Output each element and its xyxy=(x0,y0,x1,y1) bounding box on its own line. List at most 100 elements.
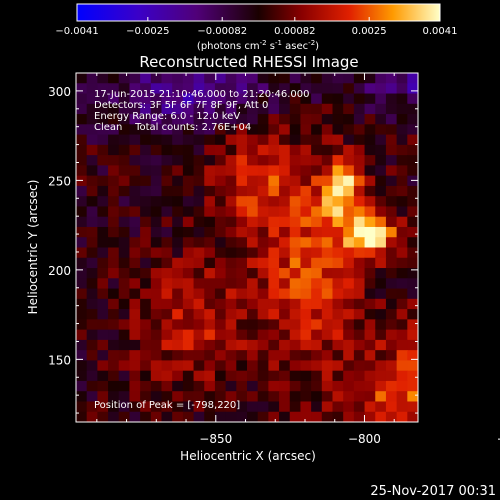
heatmap-cell xyxy=(86,268,98,279)
heatmap-cell xyxy=(204,257,216,269)
heatmap-cell xyxy=(236,278,248,290)
heatmap-cell xyxy=(268,134,280,146)
heatmap-cell xyxy=(257,350,269,362)
heatmap-cell xyxy=(353,206,366,218)
heatmap-cell xyxy=(86,175,98,187)
heatmap-cell xyxy=(385,350,398,362)
heatmap-cell xyxy=(118,298,131,310)
heatmap-cell xyxy=(407,237,418,249)
heatmap-cell xyxy=(247,206,259,218)
heatmap-cell xyxy=(161,155,173,166)
heatmap-cell xyxy=(343,114,355,125)
heatmap-cell xyxy=(172,411,184,422)
heatmap-cell xyxy=(321,114,334,125)
heatmap-cell xyxy=(343,124,355,136)
heatmap-cell xyxy=(182,237,195,249)
heatmap-cell xyxy=(129,165,141,177)
colorbar-ticks: −0.0041 −0.0025 −0.00082 0.00082 0.0025 0.004… xyxy=(55,17,458,37)
heatmap-cell xyxy=(118,83,131,95)
heatmap-cell xyxy=(182,144,195,156)
heatmap-cell xyxy=(172,268,184,279)
heatmap-cell xyxy=(279,278,291,290)
heatmap-cell xyxy=(76,206,88,218)
heatmap-cell xyxy=(300,370,312,382)
heatmap-cell xyxy=(247,257,259,269)
heatmap-cell xyxy=(129,144,141,156)
heatmap-cell xyxy=(161,216,173,228)
heatmap-cell xyxy=(407,298,418,310)
heatmap-cell xyxy=(247,298,259,310)
heatmap-cell xyxy=(204,329,216,341)
heatmap-cell xyxy=(97,114,109,125)
heatmap-cell xyxy=(247,237,259,249)
heatmap-cell xyxy=(76,134,88,146)
heatmap-cell xyxy=(332,268,344,279)
heatmap-cell xyxy=(385,309,398,320)
heatmap-cell xyxy=(225,247,237,259)
heatmap-cell xyxy=(76,93,88,105)
chart-title: Reconstructed RHESSI Image xyxy=(139,53,358,71)
heatmap-cell xyxy=(353,196,366,208)
heatmap-cell xyxy=(364,73,376,84)
heatmap-cell xyxy=(300,226,312,238)
heatmap-cell xyxy=(321,350,334,362)
heatmap-cell xyxy=(332,237,344,249)
heatmap-cell xyxy=(172,350,184,362)
heatmap-cell xyxy=(97,73,109,84)
heatmap-cell xyxy=(268,196,280,208)
heatmap-cell xyxy=(214,114,227,125)
heatmap-cell xyxy=(193,83,205,95)
heatmap-cell xyxy=(332,93,344,105)
heatmap-cell xyxy=(108,309,120,320)
heatmap-cell xyxy=(193,144,205,156)
heatmap-cell xyxy=(300,237,312,249)
heatmap-cell xyxy=(182,350,195,362)
heatmap-cell xyxy=(364,185,376,197)
heatmap-cell xyxy=(140,144,152,156)
heatmap-cell xyxy=(118,93,131,105)
heatmap-cell xyxy=(300,411,312,422)
heatmap-cell xyxy=(182,83,195,95)
heatmap-cell xyxy=(97,93,109,105)
heatmap-cell xyxy=(300,73,312,84)
heatmap-cell xyxy=(268,329,280,341)
heatmap-cell xyxy=(150,144,163,156)
heatmap-cell xyxy=(289,114,302,125)
heatmap-cell xyxy=(385,288,398,300)
heatmap-cell xyxy=(193,165,205,177)
heatmap-cell xyxy=(268,93,280,105)
heatmap-cell xyxy=(385,185,398,197)
heatmap-cell xyxy=(172,360,184,372)
heatmap-cell xyxy=(396,73,408,84)
heatmap-cell xyxy=(172,185,184,197)
heatmap-cell xyxy=(385,380,398,392)
heatmap-cell xyxy=(140,73,152,84)
heatmap-cell xyxy=(396,237,408,249)
heatmap-cell xyxy=(407,319,418,331)
heatmap-cell xyxy=(193,226,205,238)
heatmap-cell xyxy=(161,370,173,382)
heatmap-cell xyxy=(407,257,418,269)
heatmap-cell xyxy=(407,124,418,136)
heatmap-cell xyxy=(76,237,88,249)
heatmap-cell xyxy=(76,247,88,259)
heatmap-cell xyxy=(375,288,387,300)
heatmap-cell xyxy=(300,329,312,341)
heatmap-cell xyxy=(385,114,398,125)
heatmap-cell xyxy=(225,309,237,320)
heatmap-cell xyxy=(321,155,334,166)
heatmap-cells xyxy=(76,73,418,422)
heatmap-cell xyxy=(108,319,120,331)
heatmap-cell xyxy=(300,401,312,413)
heatmap-cell xyxy=(97,278,109,290)
heatmap-cell xyxy=(257,339,269,351)
heatmap-cell xyxy=(204,124,216,136)
heatmap-cell xyxy=(193,350,205,362)
heatmap-cell xyxy=(182,391,195,403)
heatmap-cell xyxy=(140,216,152,228)
heatmap-cell xyxy=(108,103,120,115)
heatmap-cell xyxy=(182,206,195,218)
heatmap-cell xyxy=(289,370,302,382)
heatmap-cell xyxy=(118,247,131,259)
heatmap-cell xyxy=(76,226,88,238)
